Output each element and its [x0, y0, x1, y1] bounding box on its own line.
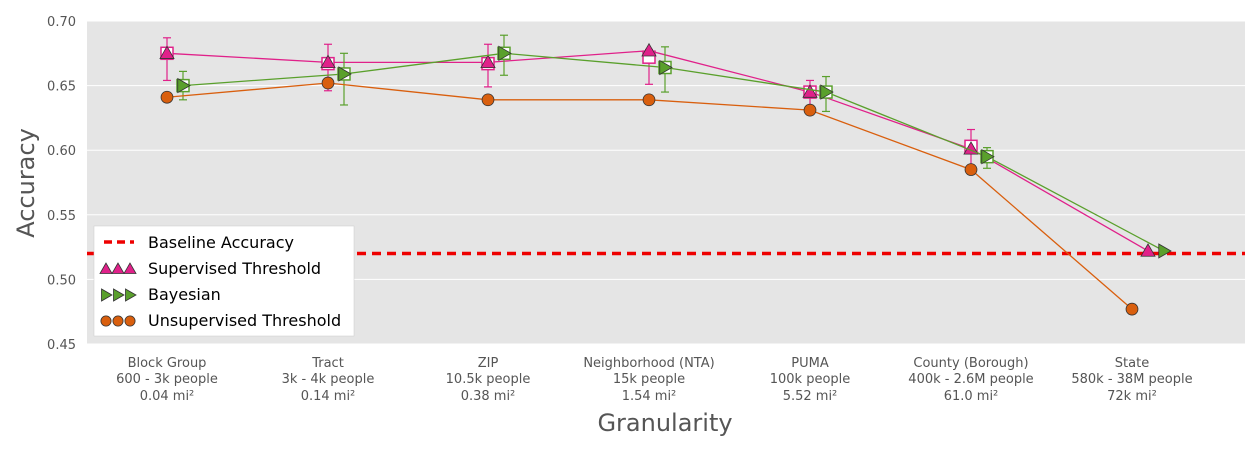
data-point-triangle-right	[101, 288, 113, 302]
legend-label: Unsupervised Threshold	[148, 311, 341, 330]
y-tick-label: 0.60	[47, 144, 76, 159]
category-area: 1.54 mi²	[622, 389, 677, 404]
data-point-circle	[481, 93, 495, 107]
category-area: 72k mi²	[1107, 389, 1157, 404]
category-name: Neighborhood (NTA)	[583, 356, 714, 371]
data-point-triangle	[111, 262, 125, 274]
data-point-triangle	[99, 262, 113, 274]
data-point-triangle-right	[981, 148, 995, 165]
data-point-triangle-right	[659, 59, 673, 76]
y-axis-title: Accuracy	[12, 128, 40, 238]
data-point-triangle	[641, 42, 657, 57]
y-tick-label: 0.70	[47, 15, 76, 30]
category-name: County (Borough)	[913, 356, 1028, 371]
series-layer	[159, 34, 1172, 316]
data-point-circle	[803, 103, 817, 117]
data-point-triangle-right	[1158, 243, 1172, 259]
data-point-triangle	[1140, 243, 1156, 257]
category-name: Tract	[311, 356, 344, 371]
y-axis-ticks: 0.45 0.50 0.55 0.60 0.65 0.70	[47, 15, 76, 353]
category-people: 3k - 4k people	[282, 372, 375, 387]
data-point-triangle-right	[177, 77, 191, 94]
legend-box	[93, 225, 355, 337]
series-unsupervised-threshold	[160, 76, 1139, 316]
x-category: Neighborhood (NTA)15k people 1.54 mi²	[583, 356, 714, 404]
x-category: County (Borough)400k - 2.6M people 61.0 m…	[908, 356, 1033, 404]
category-name: PUMA	[791, 356, 829, 371]
category-area: 5.52 mi²	[783, 389, 838, 404]
category-people: 10.5k people	[446, 372, 531, 387]
series-supervised-threshold	[159, 37, 1156, 257]
data-point-circle	[321, 76, 335, 90]
legend-label: Supervised Threshold	[148, 259, 321, 278]
category-area: 0.38 mi²	[461, 389, 516, 404]
legend-item: Bayesian	[101, 285, 221, 304]
category-name: ZIP	[478, 356, 499, 371]
y-tick-label: 0.65	[47, 80, 76, 95]
data-point-circle	[1125, 302, 1139, 316]
category-people: 15k people	[613, 372, 685, 387]
data-point-triangle	[123, 262, 137, 274]
legend-label: Baseline Accuracy	[148, 233, 294, 252]
category-people: 100k people	[770, 372, 851, 387]
data-point-circle	[124, 315, 136, 327]
category-people: 400k - 2.6M people	[908, 372, 1033, 387]
category-area: 61.0 mi²	[944, 389, 999, 404]
legend-label: Bayesian	[148, 285, 221, 304]
category-area: 0.04 mi²	[140, 389, 195, 404]
data-point-circle	[642, 93, 656, 107]
data-point-circle	[112, 315, 124, 327]
data-point-triangle-right	[125, 288, 137, 302]
y-tick-label: 0.45	[47, 338, 76, 353]
data-point-triangle	[480, 54, 496, 68]
data-point-triangle	[159, 45, 175, 59]
y-tick-label: 0.55	[47, 209, 76, 224]
data-point-circle	[964, 163, 978, 176]
data-point-circle	[100, 315, 112, 327]
x-axis-title: Granularity	[597, 409, 732, 437]
legend: Baseline Accuracy Supervised Threshold Bay…	[93, 225, 355, 337]
category-people: 600 - 3k people	[116, 372, 218, 387]
y-tick-label: 0.50	[47, 273, 76, 288]
data-point-triangle	[320, 54, 336, 68]
data-point-triangle-right	[820, 84, 834, 100]
data-point-triangle	[802, 84, 818, 98]
category-name: State	[1115, 356, 1149, 371]
series-bayesian	[176, 34, 1172, 259]
data-point-triangle-right	[113, 288, 125, 302]
legend-item: Supervised Threshold	[99, 259, 321, 278]
data-point-triangle-right	[498, 45, 512, 61]
data-point-triangle-right	[338, 66, 352, 82]
category-area: 0.14 mi²	[301, 389, 356, 404]
legend-item: Baseline Accuracy	[104, 233, 294, 252]
category-people: 580k - 38M people	[1071, 372, 1192, 387]
category-name: Block Group	[128, 356, 207, 371]
legend-item: Unsupervised Threshold	[100, 311, 341, 330]
data-point-circle	[160, 90, 174, 104]
